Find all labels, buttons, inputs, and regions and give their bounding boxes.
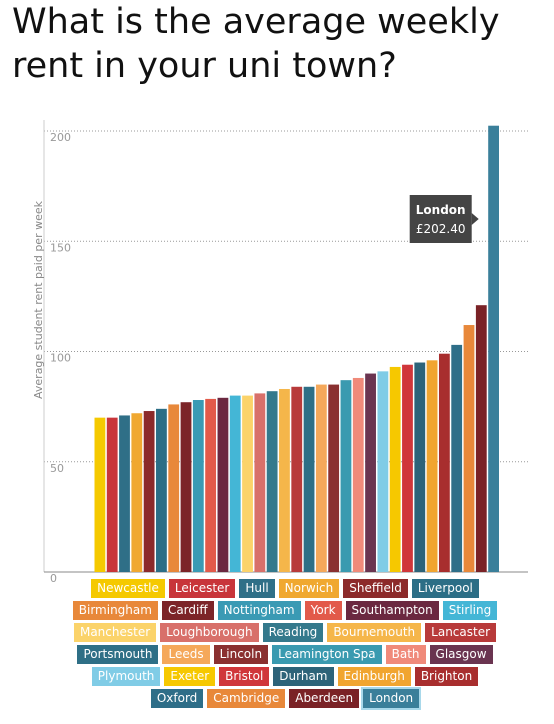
- bar: [328, 384, 340, 572]
- legend-item[interactable]: Portsmouth: [77, 645, 159, 664]
- bar: [106, 417, 118, 572]
- bar: [266, 391, 278, 572]
- legend-item[interactable]: Exeter: [164, 667, 216, 686]
- bar: [229, 395, 241, 572]
- legend-item[interactable]: Hull: [239, 579, 275, 598]
- legend-item[interactable]: Birmingham: [72, 601, 158, 620]
- y-axis-label: Average student rent paid per week: [32, 200, 45, 399]
- bar: [205, 398, 217, 572]
- legend-item[interactable]: Liverpool: [411, 579, 479, 598]
- y-tick-label: 0: [50, 572, 57, 585]
- legend-item[interactable]: Bristol: [219, 667, 270, 686]
- bar: [365, 373, 376, 572]
- bar: [340, 380, 352, 572]
- tooltip-value: £202.40: [416, 222, 466, 236]
- legend-item[interactable]: Manchester: [73, 623, 157, 642]
- bar: [426, 360, 438, 572]
- bar: [451, 344, 463, 572]
- legend-item[interactable]: London: [361, 687, 422, 710]
- bar: [279, 388, 290, 572]
- bar: [192, 400, 204, 572]
- bar: [254, 393, 266, 572]
- legend-item[interactable]: Norwich: [278, 579, 340, 598]
- bar: [352, 377, 364, 572]
- legend-item[interactable]: Bournemouth: [327, 623, 422, 642]
- bar: [377, 371, 389, 572]
- tooltip-box: [409, 195, 472, 243]
- bar: [131, 413, 143, 572]
- bar: [303, 386, 315, 572]
- legend-item[interactable]: Durham: [273, 667, 334, 686]
- legend-item[interactable]: Southampton: [345, 601, 439, 620]
- bar: [180, 402, 192, 572]
- legend-item[interactable]: Oxford: [150, 689, 204, 708]
- legend-item[interactable]: Lincoln: [213, 645, 269, 664]
- bar: [463, 325, 475, 572]
- tooltip-title: London: [416, 203, 466, 217]
- legend-item[interactable]: Edinburgh: [337, 667, 411, 686]
- legend-item[interactable]: Cardiff: [161, 601, 214, 620]
- legend-item[interactable]: Glasgow: [429, 645, 493, 664]
- legend-item[interactable]: Plymouth: [91, 667, 161, 686]
- legend-item[interactable]: Loughborough: [160, 623, 259, 642]
- bar: [217, 397, 229, 572]
- legend-item[interactable]: Nottingham: [217, 601, 301, 620]
- bar: [488, 125, 499, 572]
- legend-item[interactable]: Sheffield: [343, 579, 408, 598]
- bar: [414, 362, 426, 572]
- bar: [143, 411, 155, 572]
- tooltip-pointer: [471, 213, 479, 225]
- legend-item[interactable]: Stirling: [442, 601, 498, 620]
- bar: [94, 417, 106, 572]
- legend: Newcastle Leicester Hull Norwich Sheffield Li…: [70, 579, 500, 710]
- bar: [475, 305, 487, 572]
- legend-item[interactable]: Newcastle: [91, 579, 165, 598]
- bar: [438, 353, 450, 572]
- legend-item[interactable]: Leicester: [168, 579, 236, 598]
- legend-item[interactable]: Leamington Spa: [272, 645, 382, 664]
- y-tick-label: 100: [50, 352, 71, 365]
- bar: [389, 366, 401, 572]
- legend-item[interactable]: Bath: [385, 645, 426, 664]
- legend-item[interactable]: Reading: [262, 623, 324, 642]
- bar: [242, 395, 253, 572]
- y-tick-label: 150: [50, 241, 71, 254]
- bar: [291, 386, 303, 572]
- chart-title: What is the average weekly rent in your …: [12, 2, 500, 86]
- y-tick-label: 50: [50, 462, 64, 475]
- bar: [402, 364, 413, 572]
- bar: [168, 404, 180, 572]
- legend-item[interactable]: York: [304, 601, 342, 620]
- legend-item[interactable]: Brighton: [414, 667, 479, 686]
- legend-item[interactable]: Aberdeen: [289, 689, 360, 708]
- bar: [119, 415, 130, 572]
- y-tick-label: 200: [50, 131, 71, 144]
- bar: [156, 408, 167, 572]
- legend-item[interactable]: Cambridge: [207, 689, 286, 708]
- bar: [315, 384, 327, 572]
- legend-item[interactable]: Lancaster: [425, 623, 497, 642]
- legend-item[interactable]: Leeds: [162, 645, 210, 664]
